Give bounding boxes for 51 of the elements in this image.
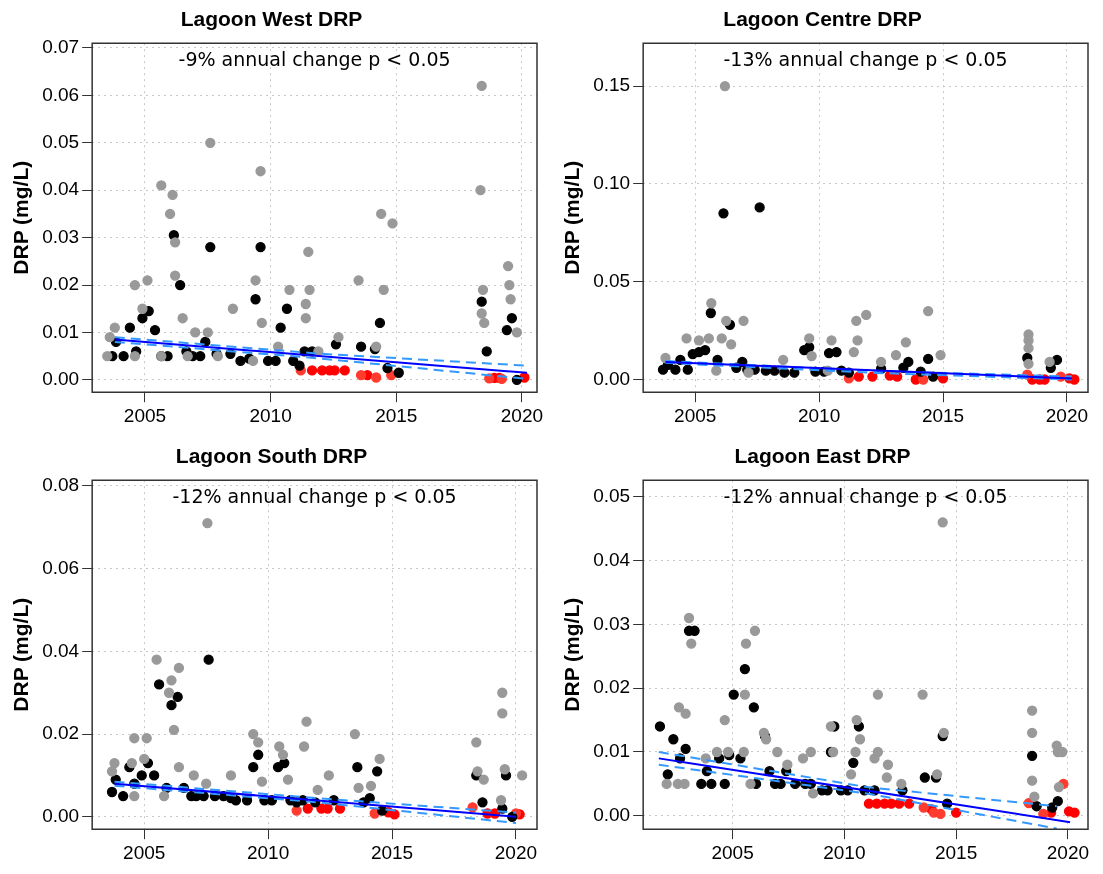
x-tick-label: 2005 xyxy=(674,404,717,426)
x-tick-label: 2010 xyxy=(246,841,290,863)
y-tick-label: 0.15 xyxy=(593,74,631,96)
x-tick-label: 2010 xyxy=(823,841,866,863)
y-axis-title: DRP (mg/L) xyxy=(560,597,584,712)
y-tick-label: 0.01 xyxy=(42,320,80,342)
x-tick-label: 2020 xyxy=(494,841,538,863)
x-tick-label: 2015 xyxy=(921,404,965,426)
y-tick-label: 0.02 xyxy=(593,676,631,698)
y-axis-title: DRP (mg/L) xyxy=(9,160,33,275)
annotation: -13% annual change p < 0.05 xyxy=(723,47,1008,70)
y-axis-title: DRP (mg/L) xyxy=(560,160,584,275)
y-tick-label: 0.04 xyxy=(593,548,631,570)
y-tick-label: 0.08 xyxy=(42,474,80,496)
y-tick-label: 0.00 xyxy=(42,368,80,390)
x-tick-label: 2005 xyxy=(123,404,167,426)
annotation: -9% annual change p < 0.05 xyxy=(178,47,451,70)
x-tick-label: 2015 xyxy=(375,404,418,426)
y-tick-label: 0.02 xyxy=(42,722,80,744)
y-tick-label: 0.05 xyxy=(593,485,631,507)
y-tick-label: 0.05 xyxy=(42,131,80,153)
chart-title: Lagoon West DRP xyxy=(180,7,363,31)
y-axis-title: DRP (mg/L) xyxy=(9,597,33,712)
y-tick-label: 0.03 xyxy=(42,225,80,247)
x-tick-label: 2020 xyxy=(1045,404,1089,426)
x-tick-label: 2005 xyxy=(711,841,754,863)
x-tick-label: 2010 xyxy=(797,404,841,426)
x-tick-label: 2015 xyxy=(370,841,414,863)
chart-title: Lagoon South DRP xyxy=(175,444,368,468)
x-tick-label: 2020 xyxy=(500,404,544,426)
annotation: -12% annual change p < 0.05 xyxy=(723,484,1008,507)
y-tick-label: 0.04 xyxy=(42,639,80,661)
y-tick-label: 0.00 xyxy=(42,805,80,827)
y-tick-label: 0.10 xyxy=(593,172,631,194)
x-tick-label: 2015 xyxy=(934,841,978,863)
y-tick-label: 0.06 xyxy=(42,556,80,578)
y-tick-label: 0.03 xyxy=(593,612,631,634)
y-tick-label: 0.01 xyxy=(593,740,631,762)
y-tick-label: 0.00 xyxy=(593,367,631,389)
annotation: -12% annual change p < 0.05 xyxy=(172,484,457,507)
x-tick-label: 2005 xyxy=(123,841,166,863)
x-tick-label: 2010 xyxy=(249,404,292,426)
y-tick-label: 0.00 xyxy=(593,804,631,826)
y-tick-label: 0.07 xyxy=(42,36,80,58)
y-tick-label: 0.02 xyxy=(42,273,80,295)
chart-title: Lagoon Centre DRP xyxy=(723,7,922,31)
y-tick-label: 0.06 xyxy=(42,83,80,105)
chart-title: Lagoon East DRP xyxy=(734,444,911,468)
y-tick-label: 0.05 xyxy=(593,269,631,291)
y-tick-label: 0.04 xyxy=(42,178,80,200)
x-tick-label: 2020 xyxy=(1046,841,1090,863)
